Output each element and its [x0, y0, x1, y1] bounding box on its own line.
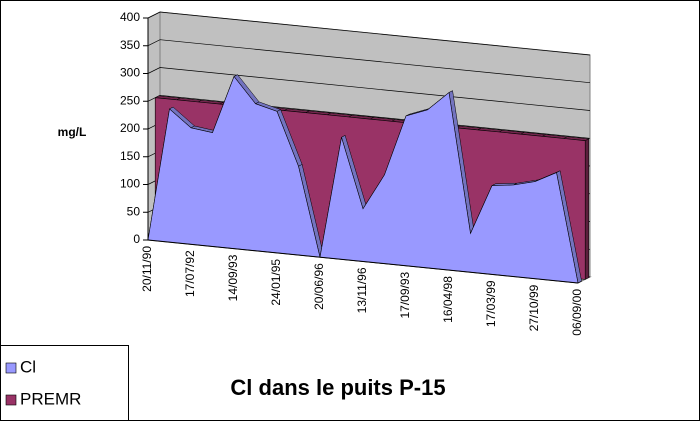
y-tick-label: 400 [120, 10, 140, 24]
grid-line [147, 39, 591, 84]
x-tick-label: 20/06/96 [312, 263, 326, 310]
area-side-face [577, 280, 582, 284]
y-tick-label: 350 [120, 38, 140, 52]
x-tick-label: 20/11/90 [140, 246, 154, 292]
legend-label: PREMR [20, 389, 81, 408]
x-tick-label: 13/11/96 [355, 267, 369, 313]
y-tick-label: 200 [120, 121, 140, 135]
y-axis-label: mg/L [58, 125, 87, 139]
x-tick-label: 17/07/92 [183, 250, 197, 297]
y-tick-label: 250 [120, 93, 140, 107]
grid-line [147, 11, 591, 56]
y-tick-label: 150 [120, 149, 140, 163]
legend-swatch [5, 394, 17, 406]
legend-label: Cl [20, 357, 36, 376]
y-tick-label: 100 [120, 177, 140, 191]
area-side-face [584, 138, 590, 280]
area [147, 75, 579, 284]
x-tick-label: 17/03/99 [484, 280, 498, 327]
x-tick-label: 16/04/98 [441, 276, 455, 323]
x-tick-label: 24/01/95 [269, 259, 283, 306]
y-tick-label: 300 [120, 66, 140, 80]
x-tick-label: 17/09/93 [398, 271, 412, 318]
y-tick-label: 50 [127, 204, 141, 218]
x-tick-label: 27/10/99 [527, 284, 541, 331]
legend-swatch [5, 362, 17, 374]
x-axis [147, 239, 579, 284]
x-tick-label: 14/09/93 [226, 254, 240, 301]
legend [0, 345, 129, 421]
chart-title: Cl dans le puits P-15 [230, 375, 445, 400]
x-tick-label: 06/09/00 [570, 289, 584, 336]
y-tick-label: 0 [133, 232, 140, 246]
